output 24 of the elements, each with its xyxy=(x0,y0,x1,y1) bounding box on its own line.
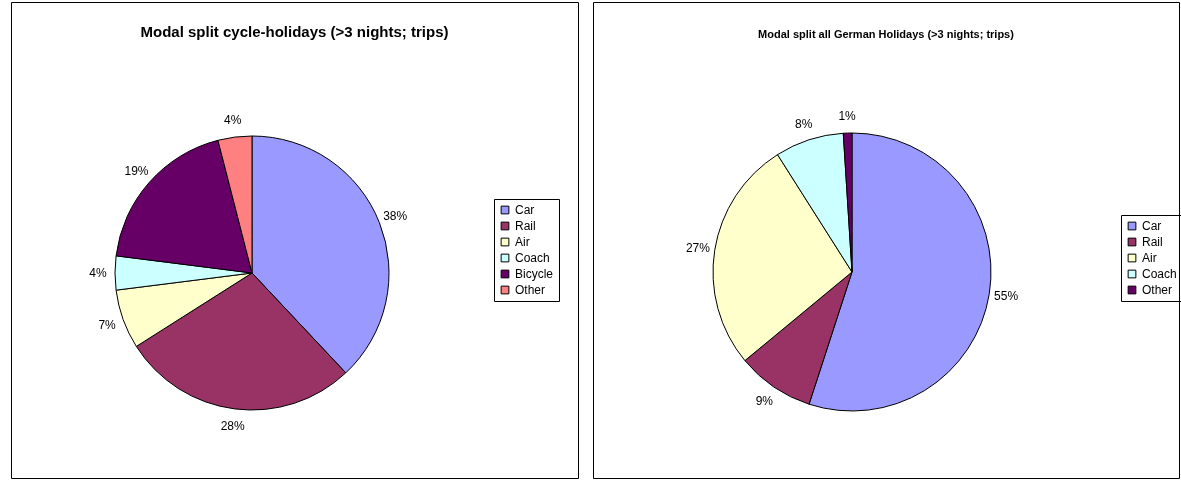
legend-label: Other xyxy=(515,283,546,297)
data-label: 19% xyxy=(124,164,149,179)
data-label: 8% xyxy=(795,116,813,131)
data-label: 4% xyxy=(89,266,107,280)
data-label: 4% xyxy=(224,113,242,128)
legend-label: Car xyxy=(515,203,535,217)
legend-label: Coach xyxy=(515,251,550,265)
legend-label: Rail xyxy=(515,219,536,233)
data-label: 38% xyxy=(383,209,408,224)
data-label: 55% xyxy=(994,289,1019,304)
chart-title: Modal split cycle-holidays (>3 nights; trips) xyxy=(140,23,449,40)
legend-label: Air xyxy=(515,235,530,249)
legend-label: Rail xyxy=(1142,235,1163,249)
legend-label: Car xyxy=(1142,219,1162,233)
legend-label: Bicycle xyxy=(515,267,554,281)
data-label: 1% xyxy=(838,109,857,124)
legend-label: Coach xyxy=(1142,267,1177,281)
legend-label: Other xyxy=(1142,283,1173,297)
data-label: 27% xyxy=(685,240,711,255)
data-label: 9% xyxy=(755,394,774,409)
data-label: 28% xyxy=(220,418,246,433)
chart-title: Modal split all German Holidays (>3 nights; trips) xyxy=(758,28,1015,40)
legend-label: Air xyxy=(1142,251,1157,265)
data-label: 7% xyxy=(98,318,117,333)
